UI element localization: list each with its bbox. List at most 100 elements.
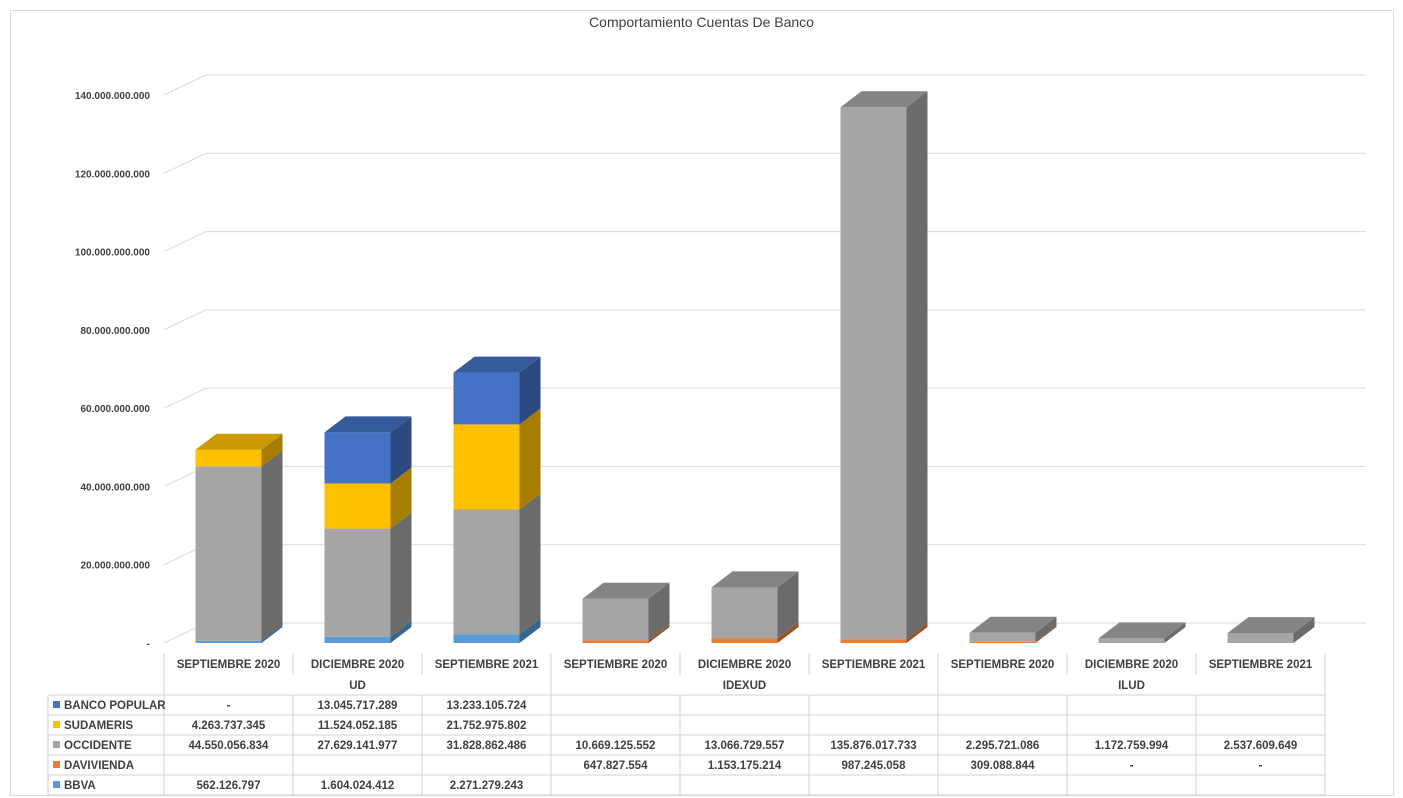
bar-front [711, 638, 778, 643]
bar-front [324, 432, 391, 484]
y-tick-label: 140.000.000.000 [75, 91, 151, 102]
bar-side [261, 624, 283, 643]
bar-front [840, 107, 907, 640]
legend-swatch [53, 781, 60, 788]
bar-side [906, 91, 928, 640]
bar-segment [582, 624, 670, 643]
y-tick-label: 60.000.000.000 [80, 404, 150, 415]
gridline-diag [163, 309, 207, 331]
chart-title: Comportamiento Cuentas De Banco [589, 14, 814, 30]
data-label: 13.233.105.724 [447, 700, 528, 712]
y-tick-label: 80.000.000.000 [80, 326, 150, 337]
bar-front [453, 634, 520, 643]
data-label: 1.172.759.994 [1095, 740, 1169, 752]
bar-segment [324, 416, 412, 484]
data-label: 562.126.797 [197, 780, 261, 792]
gridline-diag [163, 231, 207, 253]
bar-segment [969, 616, 1057, 642]
legend-swatch [53, 761, 60, 768]
data-label: 21.752.975.802 [447, 720, 527, 732]
data-label: 13.066.729.557 [705, 740, 785, 752]
category-label: SEPTIEMBRE 2021 [1209, 659, 1313, 671]
data-table: SEPTIEMBRE 2020 DICIEMBRE 2020 SEPTIEMBRE … [47, 653, 1326, 796]
category-label: SEPTIEMBRE 2021 [822, 659, 926, 671]
data-label: - [227, 700, 231, 712]
bar-segment [711, 622, 799, 643]
y-tick-label: 120.000.000.000 [75, 169, 151, 180]
data-label: 11.524.052.185 [318, 720, 398, 732]
bar-side [390, 467, 412, 529]
gridline-diag [163, 152, 207, 174]
bar-top [324, 416, 412, 433]
bar-segment [453, 618, 541, 643]
bar-top [1227, 617, 1315, 634]
legend-label: DAVIVIENDA [64, 760, 134, 772]
group-label: UD [349, 680, 366, 692]
bar-top [195, 433, 283, 450]
legend-label: BBVA [64, 780, 96, 792]
bar-segment [840, 623, 928, 643]
data-label: 2.537.609.649 [1224, 740, 1298, 752]
data-label: 27.629.141.977 [318, 740, 398, 752]
group-label: IDEXUD [723, 680, 766, 692]
data-label: 10.669.125.552 [576, 740, 656, 752]
bar-layer [195, 91, 1315, 643]
legend-swatch [53, 701, 60, 708]
category-label: SEPTIEMBRE 2020 [177, 659, 281, 671]
bar-front [711, 587, 778, 639]
y-tick-label: 100.000.000.000 [75, 248, 151, 259]
gridline-diag [163, 387, 207, 409]
bar-front [969, 641, 1036, 643]
bar-side [261, 433, 283, 467]
data-label: 13.045.717.289 [318, 700, 398, 712]
data-label: 44.550.056.834 [189, 740, 270, 752]
bar-segment [453, 493, 541, 635]
category-label: DICIEMBRE 2020 [311, 659, 404, 671]
legend-swatch [53, 721, 60, 728]
bar-side [648, 582, 670, 641]
bar-side [1035, 625, 1057, 643]
data-label: - [1259, 760, 1263, 772]
data-label: 2.271.279.243 [450, 780, 524, 792]
chart-frame [10, 10, 1394, 796]
bar-front [1227, 633, 1294, 643]
bar-top [969, 616, 1057, 633]
bar-top [1098, 622, 1186, 639]
bar-front [582, 598, 649, 641]
group-label: ILUD [1118, 680, 1145, 692]
y-tick-label: 40.000.000.000 [80, 482, 150, 493]
legend-label: BANCO POPULAR [64, 700, 166, 712]
bar-side [390, 416, 412, 484]
bar-front [195, 466, 262, 641]
category-label: SEPTIEMBRE 2020 [951, 659, 1055, 671]
y-tick-label: - [147, 639, 150, 650]
data-label: 2.295.721.086 [966, 740, 1040, 752]
bar-side [519, 618, 541, 643]
bar-top [840, 91, 928, 108]
y-axis-ticks: - 20.000.000.000 40.000.000.000 60.000.000.… [75, 91, 151, 650]
bar-front [195, 640, 262, 643]
bar-side [777, 571, 799, 639]
bar-segment [453, 408, 541, 510]
gridline-diag [163, 74, 207, 96]
bar-side [519, 356, 541, 425]
bar-front [195, 449, 262, 467]
legend-swatch [53, 741, 60, 748]
y-tick-label: 20.000.000.000 [80, 561, 150, 572]
bar-side [390, 512, 412, 637]
bar-segment [969, 625, 1057, 643]
bar-segment [195, 433, 283, 467]
data-label: 647.827.554 [584, 760, 649, 772]
bar-segment [1227, 617, 1315, 643]
bar-segment [324, 512, 412, 637]
bar-segment [711, 571, 799, 639]
bar-side [390, 620, 412, 643]
bar-segment [324, 620, 412, 643]
bar-top [711, 571, 799, 588]
category-label: DICIEMBRE 2020 [1085, 659, 1178, 671]
bar-front [453, 509, 520, 635]
bar-segment [195, 624, 283, 643]
bar-front [1098, 638, 1165, 643]
bar-front [453, 424, 520, 510]
